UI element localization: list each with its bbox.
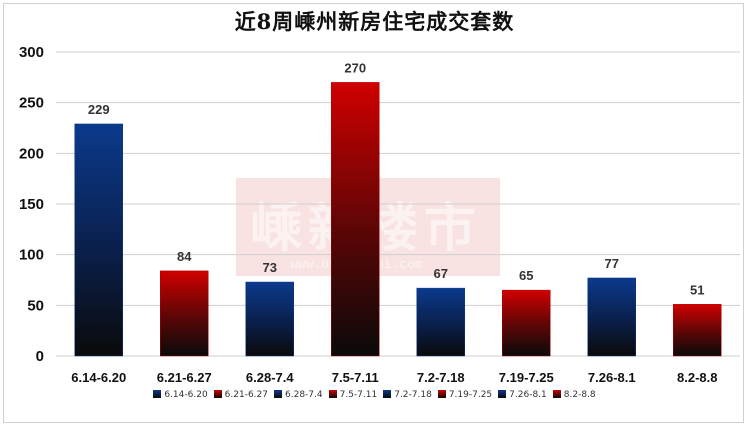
legend-item: 7.5-7.11 bbox=[328, 390, 378, 400]
y-tick-label: 0 bbox=[36, 348, 44, 365]
bar-6.21-6.27 bbox=[160, 270, 209, 357]
legend-label: 7.5-7.11 bbox=[339, 390, 378, 400]
legend-item: 7.19-7.25 bbox=[437, 390, 493, 400]
legend-item: 7.26-8.1 bbox=[498, 390, 547, 400]
bar-6.28-7.4 bbox=[245, 281, 294, 357]
legend-label: 7.19-7.25 bbox=[448, 390, 493, 400]
data-label: 73 bbox=[263, 260, 277, 275]
legend-label: 8.2-8.8 bbox=[563, 390, 596, 400]
legend-label: 7.2-7.18 bbox=[394, 390, 432, 400]
data-label: 270 bbox=[344, 60, 366, 75]
legend: 6.14-6.20 6.21-6.27 6.28-7.4 7.5-7.11 7.2-7.… bbox=[0, 390, 749, 400]
bar-7.5-7.11 bbox=[331, 82, 380, 357]
legend-swatch bbox=[498, 390, 507, 398]
legend-label: 7.26-8.1 bbox=[509, 390, 547, 400]
y-tick-label: 100 bbox=[19, 247, 44, 264]
x-tick-label: 8.2-8.8 bbox=[677, 370, 717, 385]
data-label: 65 bbox=[519, 268, 533, 283]
data-label: 51 bbox=[690, 282, 704, 297]
legend-swatch bbox=[383, 390, 392, 398]
x-tick-label: 6.28-7.4 bbox=[246, 370, 294, 385]
legend-item: 8.2-8.8 bbox=[552, 390, 596, 400]
legend-label: 6.28-7.4 bbox=[285, 390, 323, 400]
legend-swatch bbox=[552, 390, 561, 398]
data-label: 67 bbox=[434, 266, 448, 281]
x-tick-label: 7.2-7.18 bbox=[417, 370, 465, 385]
x-tick-label: 7.5-7.11 bbox=[332, 370, 379, 385]
bar-8.2-8.8 bbox=[673, 304, 722, 357]
bar-6.14-6.20 bbox=[74, 123, 123, 357]
legend-swatch bbox=[437, 390, 446, 398]
legend-label: 6.14-6.20 bbox=[164, 390, 208, 400]
data-label: 77 bbox=[605, 256, 619, 271]
y-tick-label: 150 bbox=[19, 196, 44, 213]
y-tick-label: 50 bbox=[27, 297, 44, 314]
x-tick-label: 6.14-6.20 bbox=[71, 370, 126, 385]
legend-label: 6.21-6.27 bbox=[224, 390, 268, 400]
y-tick-label: 300 bbox=[19, 44, 44, 61]
data-label: 84 bbox=[177, 249, 192, 264]
x-tick-label: 7.19-7.25 bbox=[499, 370, 554, 385]
bar-7.2-7.18 bbox=[416, 287, 465, 357]
legend-item: 6.21-6.27 bbox=[213, 390, 268, 400]
bar-7.19-7.25 bbox=[502, 289, 551, 357]
legend-item: 7.2-7.18 bbox=[383, 390, 432, 400]
data-label: 229 bbox=[88, 102, 110, 117]
legend-item: 6.14-6.20 bbox=[153, 390, 208, 400]
x-tick-label: 7.26-8.1 bbox=[588, 370, 636, 385]
legend-item: 6.28-7.4 bbox=[274, 390, 323, 400]
legend-swatch bbox=[153, 390, 162, 398]
y-tick-label: 200 bbox=[19, 145, 44, 162]
legend-swatch bbox=[213, 390, 222, 398]
bar-7.26-8.1 bbox=[587, 277, 636, 357]
legend-swatch bbox=[274, 390, 282, 398]
chart-title: 近8周嵊州新房住宅成交套数 bbox=[234, 9, 515, 34]
x-tick-label: 6.21-6.27 bbox=[157, 370, 212, 385]
y-tick-label: 250 bbox=[19, 95, 44, 112]
legend-swatch bbox=[328, 390, 337, 398]
